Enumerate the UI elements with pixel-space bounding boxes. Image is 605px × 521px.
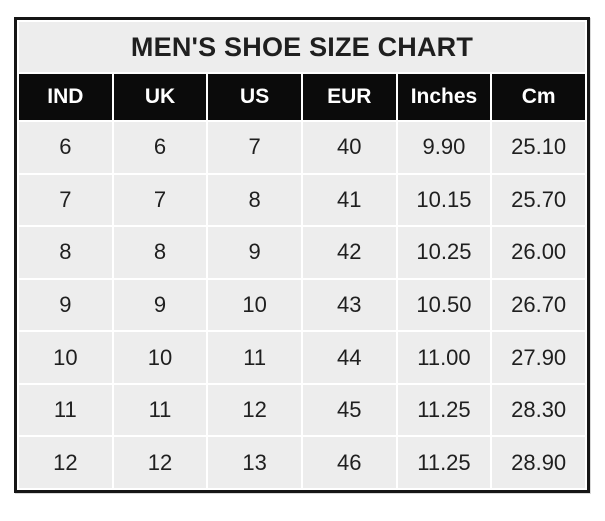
table-cell: 10.25 <box>397 227 491 278</box>
table-cell: 11.25 <box>397 384 491 436</box>
table-cell: 46 <box>302 437 396 488</box>
table-cell: 10.15 <box>397 174 491 226</box>
table-cell: 10 <box>208 279 301 331</box>
table-cell: 26.00 <box>492 227 585 278</box>
table-cell: 10 <box>19 332 112 383</box>
table-row: 12 12 13 46 11.25 28.90 <box>19 437 585 488</box>
chart-title: MEN'S SHOE SIZE CHART <box>19 22 585 72</box>
table-row: 9 9 10 43 10.50 26.70 <box>19 279 585 331</box>
table-cell: 12 <box>208 384 301 436</box>
column-header-ind: IND <box>19 74 112 120</box>
table-cell: 11 <box>208 332 301 383</box>
table-cell: 9 <box>208 227 301 278</box>
table-cell: 10 <box>113 332 207 383</box>
table-cell: 28.30 <box>492 384 585 436</box>
table-cell: 26.70 <box>492 279 585 331</box>
table-cell: 27.90 <box>492 332 585 383</box>
table-cell: 8 <box>19 227 112 278</box>
table-cell: 11 <box>113 384 207 436</box>
table-cell: 7 <box>113 174 207 226</box>
column-header-cm: Cm <box>492 74 585 120</box>
table-cell: 9 <box>19 279 112 331</box>
table-cell: 40 <box>302 122 396 173</box>
table-row: 10 10 11 44 11.00 27.90 <box>19 332 585 383</box>
header-row: IND UK US EUR Inches Cm <box>19 74 585 120</box>
shoe-size-chart-table: MEN'S SHOE SIZE CHART IND UK US EUR Inch… <box>14 17 590 493</box>
table-cell: 12 <box>19 437 112 488</box>
column-header-inches: Inches <box>397 74 491 120</box>
table-cell: 9.90 <box>397 122 491 173</box>
table-cell: 44 <box>302 332 396 383</box>
title-row: MEN'S SHOE SIZE CHART <box>19 22 585 72</box>
table-cell: 6 <box>113 122 207 173</box>
table-cell: 28.90 <box>492 437 585 488</box>
table-cell: 7 <box>208 122 301 173</box>
table-row: 7 7 8 41 10.15 25.70 <box>19 174 585 226</box>
table-row: 11 11 12 45 11.25 28.30 <box>19 384 585 436</box>
table-cell: 11.00 <box>397 332 491 383</box>
table-cell: 41 <box>302 174 396 226</box>
table-cell: 12 <box>113 437 207 488</box>
column-header-us: US <box>208 74 301 120</box>
table-cell: 11.25 <box>397 437 491 488</box>
table-cell: 43 <box>302 279 396 331</box>
column-header-eur: EUR <box>302 74 396 120</box>
table-row: 8 8 9 42 10.25 26.00 <box>19 227 585 278</box>
table-cell: 8 <box>208 174 301 226</box>
column-header-uk: UK <box>113 74 207 120</box>
table-cell: 25.70 <box>492 174 585 226</box>
table-cell: 6 <box>19 122 112 173</box>
table-cell: 45 <box>302 384 396 436</box>
table-cell: 10.50 <box>397 279 491 331</box>
table-cell: 8 <box>113 227 207 278</box>
table-cell: 11 <box>19 384 112 436</box>
table-cell: 42 <box>302 227 396 278</box>
table-cell: 25.10 <box>492 122 585 173</box>
table-cell: 13 <box>208 437 301 488</box>
table-cell: 7 <box>19 174 112 226</box>
table-cell: 9 <box>113 279 207 331</box>
table-row: 6 6 7 40 9.90 25.10 <box>19 122 585 173</box>
